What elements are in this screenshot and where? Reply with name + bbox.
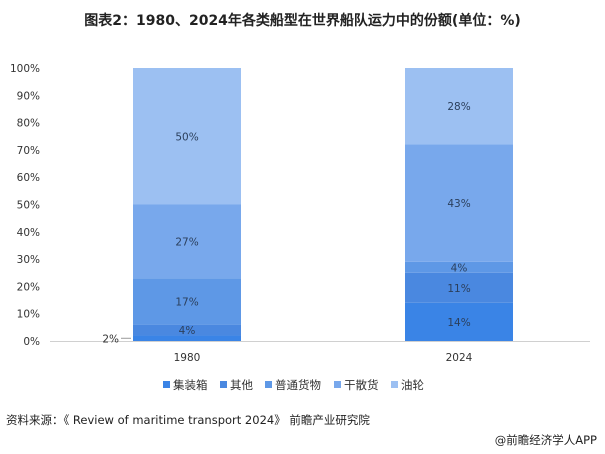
data-label: 2% <box>102 333 119 345</box>
legend-label: 其他 <box>230 378 253 392</box>
bar-segment <box>133 324 241 336</box>
y-tick-label: 90% <box>17 90 40 102</box>
data-label: 28% <box>447 101 470 113</box>
data-label: 27% <box>175 236 198 248</box>
y-tick-label: 80% <box>17 118 40 130</box>
y-tick-label: 50% <box>17 200 40 212</box>
y-tick-label: 30% <box>17 254 40 266</box>
legend-swatch <box>220 381 227 388</box>
source-note: 资料来源：《 Review of maritime transport 2024… <box>6 413 370 427</box>
y-tick-label: 70% <box>17 145 40 157</box>
y-tick-label: 20% <box>17 281 40 293</box>
y-tick-label: 60% <box>17 172 40 184</box>
legend-swatch <box>163 381 170 388</box>
bar-segment <box>133 335 241 341</box>
data-label: 43% <box>447 198 470 210</box>
stacked-bar-chart: 0% 10% 20% 30% 40% 50% 60% 70% 80% 90% 100% 2% 4% 17%… <box>10 63 590 392</box>
data-label: 14% <box>447 317 470 329</box>
legend-label: 干散货 <box>344 378 379 392</box>
legend-swatch <box>265 381 272 388</box>
data-label: 17% <box>175 296 198 308</box>
data-label: 11% <box>447 283 470 295</box>
y-tick-label: 10% <box>17 309 40 321</box>
bar-segment <box>405 272 513 303</box>
data-label: 4% <box>179 325 196 337</box>
legend-label: 集装箱 <box>173 378 208 392</box>
bar-segment <box>405 144 513 262</box>
x-tick-label: 2024 <box>446 352 473 364</box>
y-tick-label: 100% <box>10 63 40 75</box>
legend-label: 油轮 <box>401 378 424 392</box>
chart-title: 图表2：1980、2024年各类船型在世界船队运力中的份额(单位：%) <box>84 13 521 29</box>
y-tick-label: 40% <box>17 227 40 239</box>
legend-swatch <box>391 381 398 388</box>
legend-swatch <box>334 381 341 388</box>
bar-segment <box>405 68 513 145</box>
bar-segment <box>405 302 513 341</box>
data-label: 50% <box>175 131 198 143</box>
bar-segment <box>133 278 241 325</box>
y-tick-label: 0% <box>23 336 40 348</box>
data-label: 4% <box>451 262 468 274</box>
bar-segment <box>133 204 241 279</box>
bar-segment <box>133 68 241 205</box>
x-tick-label: 1980 <box>174 352 201 364</box>
credit: @前瞻经济学人APP <box>494 433 597 447</box>
bar-segment <box>405 261 513 273</box>
legend-label: 普通货物 <box>275 378 321 392</box>
